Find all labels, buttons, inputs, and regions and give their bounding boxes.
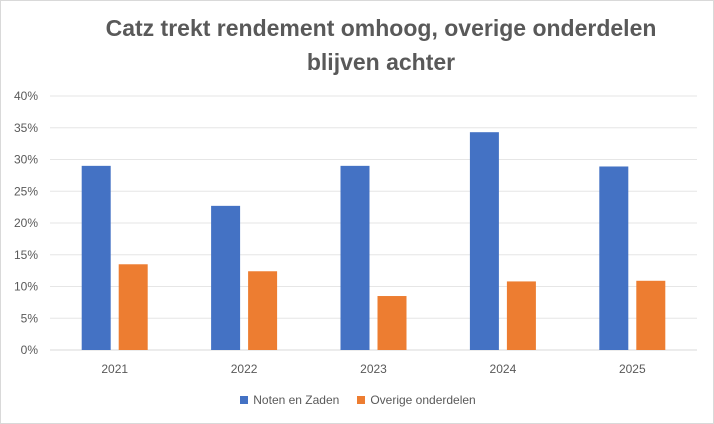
bar-overige-onderdelen-2024 xyxy=(506,281,536,350)
chart-title-line-1: Catz trekt rendement omhoog, overige ond… xyxy=(105,15,657,41)
bar-overige-onderdelen-2021 xyxy=(118,264,148,350)
legend-swatch xyxy=(357,396,366,404)
y-tick-label: 35% xyxy=(14,121,38,135)
bar-noten-en-zaden-2022 xyxy=(211,205,241,350)
bar-noten-en-zaden-2021 xyxy=(81,165,111,350)
x-tick-label: 2025 xyxy=(619,362,646,376)
y-tick-label: 20% xyxy=(14,216,38,230)
bar-overige-onderdelen-2022 xyxy=(248,271,278,350)
bar-noten-en-zaden-2023 xyxy=(340,165,370,350)
chart-title: Catz trekt rendement omhoog, overige ond… xyxy=(61,11,701,79)
legend-label: Overige onderdelen xyxy=(370,393,476,407)
legend-item-overige-onderdelen: Overige onderdelen xyxy=(357,393,476,407)
x-tick-label: 2024 xyxy=(490,362,517,376)
y-tick-label: 10% xyxy=(14,280,38,294)
legend-label: Noten en Zaden xyxy=(253,393,340,407)
y-tick-label: 30% xyxy=(14,153,38,167)
y-tick-label: 25% xyxy=(14,184,38,198)
bar-noten-en-zaden-2025 xyxy=(599,166,629,350)
y-tick-label: 15% xyxy=(14,248,38,262)
y-tick-label: 40% xyxy=(14,89,38,103)
bar-overige-onderdelen-2025 xyxy=(636,280,666,350)
chart-title-line-2: blijven achter xyxy=(306,49,456,75)
x-tick-label: 2021 xyxy=(101,362,128,376)
y-tick-label: 0% xyxy=(21,343,39,357)
bar-overige-onderdelen-2023 xyxy=(377,296,407,350)
legend-swatch xyxy=(240,396,249,404)
legend: Noten en Zaden Overige onderdelen xyxy=(1,393,713,407)
bar-noten-en-zaden-2024 xyxy=(469,132,499,350)
legend-item-noten-en-zaden: Noten en Zaden xyxy=(240,393,339,407)
x-tick-label: 2023 xyxy=(360,362,387,376)
y-tick-label: 5% xyxy=(21,311,39,325)
x-tick-label: 2022 xyxy=(231,362,258,376)
